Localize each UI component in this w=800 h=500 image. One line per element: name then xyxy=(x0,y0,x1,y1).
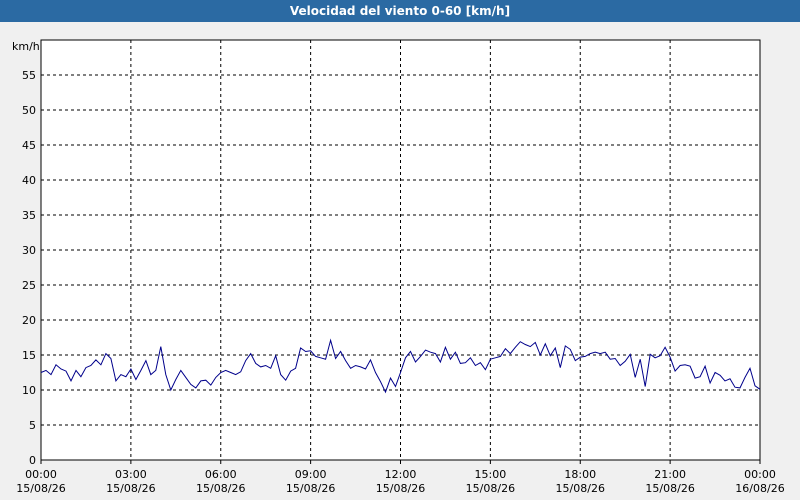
y-tick-label: 20 xyxy=(22,314,36,327)
x-tick-date: 16/08/26 xyxy=(735,482,784,495)
x-tick-time: 15:00 xyxy=(475,468,507,481)
y-tick-label: 50 xyxy=(22,104,36,117)
x-tick-time: 21:00 xyxy=(654,468,686,481)
y-tick-label: 10 xyxy=(22,384,36,397)
x-tick-time: 06:00 xyxy=(205,468,237,481)
y-tick-label: 25 xyxy=(22,279,36,292)
wind-speed-chart: 0510152025303540455055km/h00:0015/08/260… xyxy=(12,39,785,495)
y-tick-label: 40 xyxy=(22,174,36,187)
x-tick-time: 03:00 xyxy=(115,468,147,481)
plot-border xyxy=(40,39,761,461)
x-tick-date: 15/08/26 xyxy=(556,482,605,495)
x-tick-date: 15/08/26 xyxy=(286,482,335,495)
wind-speed-series-line xyxy=(40,338,761,394)
y-tick-label: 45 xyxy=(22,139,36,152)
x-tick-date: 15/08/26 xyxy=(466,482,515,495)
x-tick-date: 15/08/26 xyxy=(16,482,65,495)
y-tick-label: 5 xyxy=(29,419,36,432)
y-axis-unit: km/h xyxy=(12,40,40,53)
x-tick-date: 15/08/26 xyxy=(376,482,425,495)
x-tick-date: 15/08/26 xyxy=(196,482,245,495)
x-tick-date: 15/08/26 xyxy=(106,482,155,495)
x-tick-date: 15/08/26 xyxy=(645,482,694,495)
x-tick-time: 12:00 xyxy=(385,468,417,481)
y-tick-label: 35 xyxy=(22,209,36,222)
y-tick-label: 30 xyxy=(22,244,36,257)
x-tick-time: 09:00 xyxy=(295,468,327,481)
x-tick-time: 00:00 xyxy=(744,468,776,481)
chart-title: Velocidad del viento 0-60 [km/h] xyxy=(0,0,800,22)
x-tick-time: 00:00 xyxy=(25,468,57,481)
y-tick-label: 15 xyxy=(22,349,36,362)
y-tick-label: 0 xyxy=(29,454,36,467)
x-tick-time: 18:00 xyxy=(564,468,596,481)
y-tick-label: 55 xyxy=(22,69,36,82)
